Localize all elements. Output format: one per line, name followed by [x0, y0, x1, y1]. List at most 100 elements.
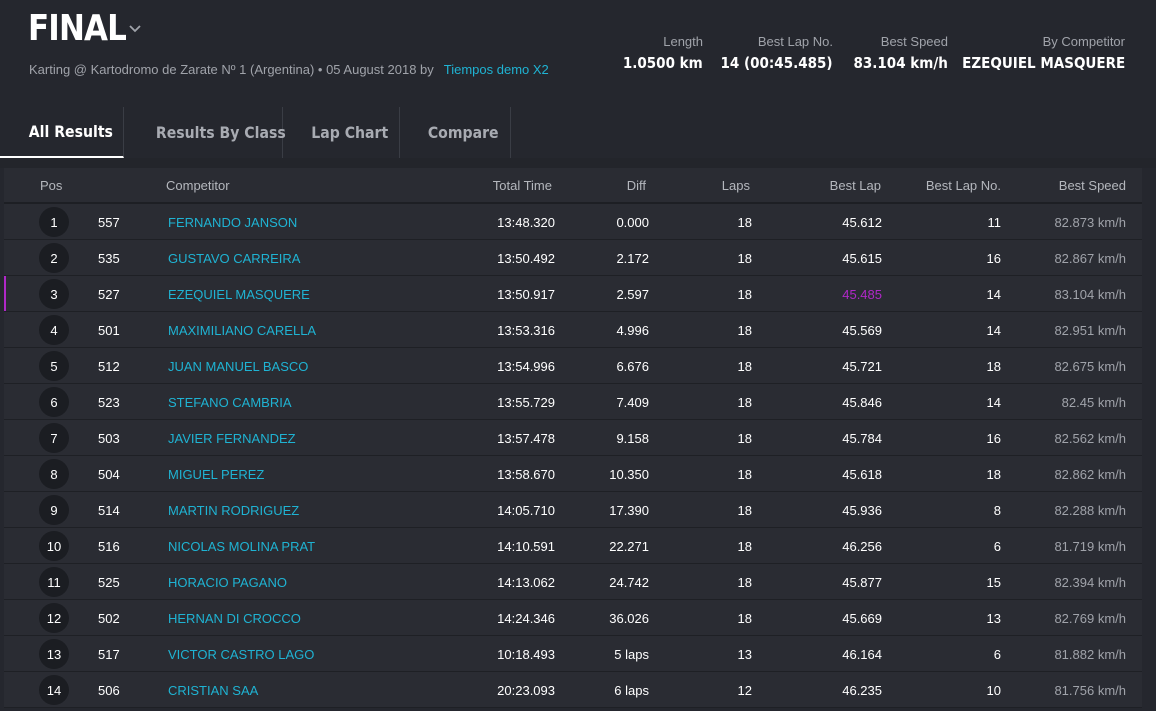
table-body: 1 557 FERNANDO JANSON 13:48.320 0.000 18 45.61… [4, 204, 1142, 708]
kart-number: 504 [98, 467, 120, 482]
organizer-link[interactable]: Tiempos demo X2 [443, 62, 549, 77]
best-lap-time: 45.569 [842, 323, 882, 338]
time-diff: 24.742 [609, 575, 649, 590]
tab-lap-chart[interactable]: Lap Chart [283, 107, 400, 158]
kart-number: 525 [98, 575, 120, 590]
time-diff: 7.409 [616, 395, 649, 410]
competitor-name-link[interactable]: MIGUEL PEREZ [168, 467, 265, 482]
column-header-laps[interactable]: Laps [721, 178, 750, 193]
position-badge: 8 [39, 459, 69, 489]
competitor-name-link[interactable]: MARTIN RODRIGUEZ [168, 503, 300, 518]
competitor-name-link[interactable]: EZEQUIEL MASQUERE [168, 287, 310, 302]
table-row[interactable]: 12 502 HERNAN DI CROCCO 14:24.346 36.026 18 45… [4, 600, 1142, 636]
tab-results-by-class[interactable]: Results By Class [124, 107, 286, 158]
tab-all-results[interactable]: All Results [0, 107, 124, 158]
time-diff: 10.350 [609, 467, 649, 482]
position-badge: 12 [39, 603, 69, 633]
table-row[interactable]: 2 535 GUSTAVO CARREIRA 13:50.492 2.172 18 45.6… [4, 240, 1142, 276]
kart-number: 512 [98, 359, 120, 374]
competitor-name-link[interactable]: CRISTIAN SAA [168, 683, 259, 698]
best-lap-time: 45.846 [842, 395, 882, 410]
total-time: 13:50.917 [497, 287, 555, 302]
time-diff: 2.597 [616, 287, 649, 302]
stat-value: 1.0500 km [623, 54, 703, 72]
column-header-best-speed[interactable]: Best Speed [1058, 178, 1126, 193]
total-time: 20:23.093 [497, 683, 555, 698]
best-lap-number: 15 [986, 575, 1001, 590]
laps-count: 18 [737, 431, 752, 446]
table-row[interactable]: 3 527 EZEQUIEL MASQUERE 13:50.917 2.597 18 45.… [4, 276, 1142, 312]
tab-label: Lap Chart [311, 123, 389, 142]
competitor-name-link[interactable]: HERNAN DI CROCCO [168, 611, 301, 626]
best-lap-time: 45.936 [842, 503, 882, 518]
column-header-best-lap[interactable]: Best Lap [829, 178, 881, 193]
total-time: 13:53.316 [497, 323, 555, 338]
competitor-name-link[interactable]: JUAN MANUEL BASCO [168, 359, 309, 374]
table-row[interactable]: 8 504 MIGUEL PEREZ 13:58.670 10.350 18 45.618 1… [4, 456, 1142, 492]
competitor-name-link[interactable]: JAVIER FERNANDEZ [168, 431, 296, 446]
best-speed: 82.45 km/h [1061, 395, 1126, 410]
laps-count: 18 [737, 251, 752, 266]
column-header-total-time[interactable]: Total Time [492, 178, 552, 193]
competitor-name-link[interactable]: STEFANO CAMBRIA [168, 395, 292, 410]
competitor-name-link[interactable]: HORACIO PAGANO [168, 575, 287, 590]
best-speed: 81.719 km/h [1054, 539, 1126, 554]
stat-label: Best Lap No. [757, 34, 833, 49]
position-badge: 10 [39, 531, 69, 561]
position-badge: 7 [39, 423, 69, 453]
best-lap-time: 45.877 [842, 575, 882, 590]
position-badge: 3 [39, 279, 69, 309]
chevron-down-icon[interactable] [128, 22, 142, 36]
position-badge: 2 [39, 243, 69, 273]
best-lap-number: 6 [993, 539, 1001, 554]
best-speed: 82.951 km/h [1054, 323, 1126, 338]
column-header-diff[interactable]: Diff [626, 178, 646, 193]
table-row[interactable]: 4 501 MAXIMILIANO CARELLA 13:53.316 4.996 18 4… [4, 312, 1142, 348]
position-badge: 14 [39, 675, 69, 705]
stat-length: Length 1.0500 km [614, 34, 703, 72]
column-header-pos[interactable]: Pos [40, 178, 63, 193]
competitor-name-link[interactable]: GUSTAVO CARREIRA [168, 251, 301, 266]
best-speed: 82.675 km/h [1054, 359, 1126, 374]
best-speed: 82.562 km/h [1054, 431, 1126, 446]
total-time: 14:24.346 [497, 611, 555, 626]
table-row[interactable]: 9 514 MARTIN RODRIGUEZ 14:05.710 17.390 18 45.… [4, 492, 1142, 528]
total-time: 14:13.062 [497, 575, 555, 590]
best-lap-time: 46.164 [842, 647, 882, 662]
column-header-best-lap-no[interactable]: Best Lap No. [925, 178, 1001, 193]
competitor-name-link[interactable]: MAXIMILIANO CARELLA [168, 323, 317, 338]
table-row[interactable]: 5 512 JUAN MANUEL BASCO 13:54.996 6.676 18 45.… [4, 348, 1142, 384]
table-row[interactable]: 1 557 FERNANDO JANSON 13:48.320 0.000 18 45.61… [4, 204, 1142, 240]
best-lap-time: 45.784 [842, 431, 882, 446]
best-speed: 82.867 km/h [1054, 251, 1126, 266]
table-row[interactable]: 14 506 CRISTIAN SAA 20:23.093 6 laps 12 46.235… [4, 672, 1142, 708]
time-diff: 6.676 [616, 359, 649, 374]
best-lap-number: 18 [986, 359, 1001, 374]
table-row[interactable]: 13 517 VICTOR CASTRO LAGO 10:18.493 5 laps 13… [4, 636, 1142, 672]
laps-count: 18 [737, 611, 752, 626]
time-diff: 2.172 [616, 251, 649, 266]
laps-count: 18 [737, 503, 752, 518]
competitor-name-link[interactable]: FERNANDO JANSON [168, 215, 298, 230]
stat-value: 14 (00:45.485) [720, 54, 833, 72]
best-lap-time: 45.615 [842, 251, 882, 266]
time-diff: 9.158 [616, 431, 649, 446]
best-lap-time: 46.235 [842, 683, 882, 698]
table-row[interactable]: 11 525 HORACIO PAGANO 14:13.062 24.742 18 45.8… [4, 564, 1142, 600]
table-header: Pos Competitor Total Time Diff Laps Best… [4, 168, 1142, 204]
table-row[interactable]: 6 523 STEFANO CAMBRIA 13:55.729 7.409 18 45.84… [4, 384, 1142, 420]
tab-label: All Results [28, 122, 113, 141]
tab-compare[interactable]: Compare [400, 107, 511, 158]
column-header-competitor[interactable]: Competitor [166, 178, 230, 193]
table-row[interactable]: 10 516 NICOLAS MOLINA PRAT 14:10.591 22.271 1… [4, 528, 1142, 564]
best-lap-number: 11 [987, 215, 1002, 230]
best-lap-time: 45.721 [842, 359, 882, 374]
time-diff: 4.996 [616, 323, 649, 338]
table-row[interactable]: 7 503 JAVIER FERNANDEZ 13:57.478 9.158 18 45.7… [4, 420, 1142, 456]
best-lap-number: 16 [986, 431, 1001, 446]
position-badge: 6 [39, 387, 69, 417]
best-lap-number: 14 [986, 287, 1001, 302]
competitor-name-link[interactable]: NICOLAS MOLINA PRAT [168, 539, 316, 554]
kart-number: 506 [98, 683, 120, 698]
competitor-name-link[interactable]: VICTOR CASTRO LAGO [168, 647, 315, 662]
